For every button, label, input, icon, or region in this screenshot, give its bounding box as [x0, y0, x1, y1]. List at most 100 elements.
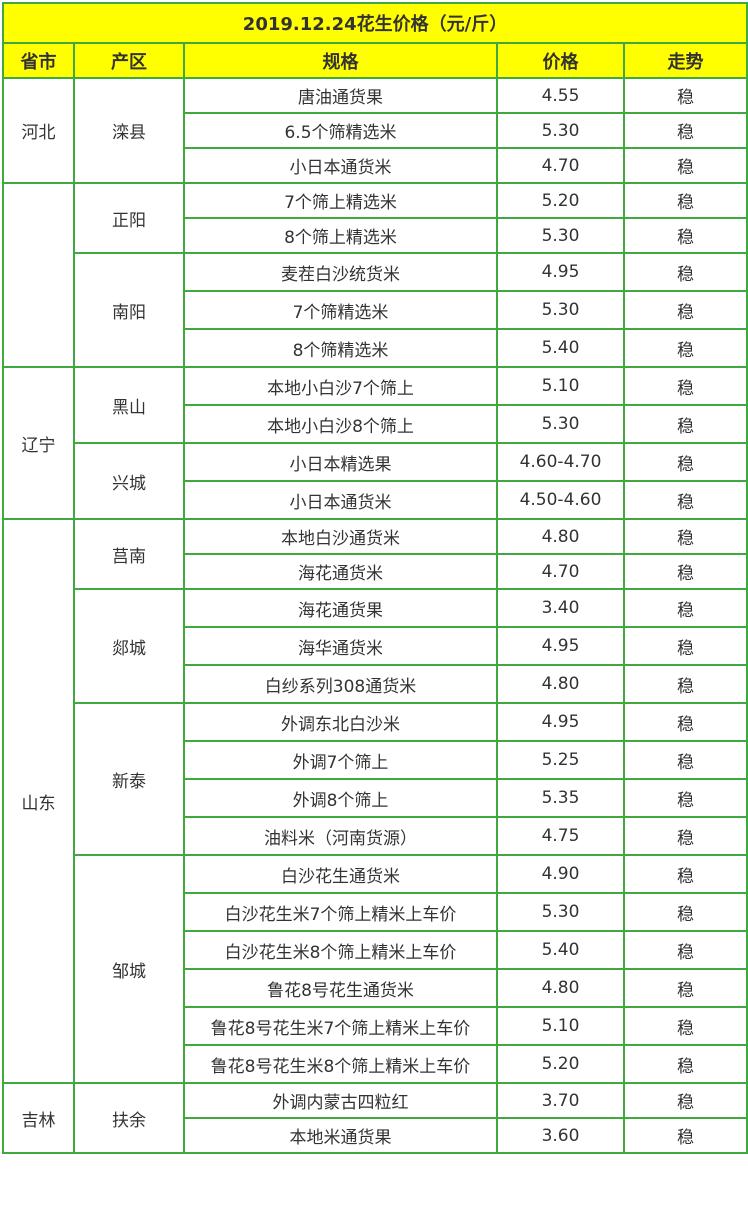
table-row: 8个筛精选米 5.40 稳	[3, 328, 748, 368]
price-cell: 5.20	[496, 1044, 625, 1084]
table-title: 2019.12.24花生价格（元/斤）	[1, 2, 748, 44]
spec-cell: 外调内蒙古四粒红	[183, 1082, 498, 1119]
table-row: 8个筛上精选米 5.30 稳	[3, 217, 748, 254]
spec-cell: 外调8个筛上	[183, 778, 498, 818]
table-row: 鲁花8号花生通货米 4.80 稳	[3, 968, 748, 1008]
table-row: 小日本通货米 4.50-4.60 稳	[3, 480, 748, 520]
table-row: 河北 滦县 唐油通货果 4.55 稳	[2, 77, 748, 184]
district-cell: 邹城	[73, 854, 185, 1084]
price-cell: 5.35	[496, 778, 625, 818]
trend-cell: 稳	[622, 112, 748, 149]
table-row: 本地小白沙8个筛上 5.30 稳	[3, 404, 748, 444]
spec-cell: 海华通货米	[183, 626, 498, 666]
district-cell: 新泰	[73, 702, 185, 856]
spec-cell: 海花通货果	[183, 588, 498, 628]
header-price: 价格	[496, 42, 625, 79]
table-row: 山东 莒南 本地白沙通货米 4.80 稳	[2, 518, 748, 1084]
header-spec: 规格	[183, 42, 498, 79]
price-cell: 5.10	[496, 366, 625, 406]
province-cell: 河北	[2, 77, 75, 184]
trend-cell: 稳	[622, 328, 748, 368]
peanut-price-table: 2019.12.24花生价格（元/斤） 省市 产区 规格 价格 走势 河北 滦县唐…	[1, 2, 748, 1154]
spec-cell: 本地小白沙8个筛上	[183, 404, 498, 444]
table-row: 小日本通货米 4.70 稳	[3, 147, 748, 184]
district-cell: 南阳	[73, 252, 185, 368]
table-row: 正阳 7个筛上精选米 5.20 稳	[2, 182, 748, 368]
spec-cell: 本地米通货果	[183, 1117, 498, 1154]
price-cell: 4.80	[496, 518, 625, 555]
price-cell: 4.75	[496, 816, 625, 856]
trend-cell: 稳	[622, 854, 748, 894]
table-row: 郯城 海花通货果 3.40 稳	[3, 588, 748, 704]
province-cell: 辽宁	[2, 366, 75, 520]
table-row: 7个筛精选米 5.30 稳	[3, 290, 748, 330]
spec-cell: 8个筛精选米	[183, 328, 498, 368]
price-cell: 5.40	[496, 930, 625, 970]
price-cell: 5.30	[496, 404, 625, 444]
spec-cell: 鲁花8号花生米8个筛上精米上车价	[183, 1044, 498, 1084]
trend-cell: 稳	[622, 816, 748, 856]
spec-cell: 鲁花8号花生通货米	[183, 968, 498, 1008]
table-row: 鲁花8号花生米8个筛上精米上车价 5.20 稳	[3, 1044, 748, 1084]
trend-cell: 稳	[622, 702, 748, 742]
table-row: 油料米（河南货源） 4.75 稳	[3, 816, 748, 856]
district-cell: 正阳	[73, 182, 185, 254]
spec-cell: 6.5个筛精选米	[183, 112, 498, 149]
trend-cell: 稳	[622, 290, 748, 330]
table-row: 南阳 麦茬白沙统货米 4.95 稳	[3, 252, 748, 368]
trend-cell: 稳	[622, 1082, 748, 1119]
spec-cell: 麦茬白沙统货米	[183, 252, 498, 292]
district-cell: 郯城	[73, 588, 185, 704]
trend-cell: 稳	[622, 626, 748, 666]
header-province: 省市	[2, 42, 75, 79]
trend-cell: 稳	[622, 480, 748, 520]
district-cell: 兴城	[73, 442, 185, 520]
trend-cell: 稳	[622, 147, 748, 184]
trend-cell: 稳	[622, 1006, 748, 1046]
price-cell: 5.25	[496, 740, 625, 780]
price-cell: 3.40	[496, 588, 625, 628]
price-cell: 4.80	[496, 968, 625, 1008]
price-cell: 4.95	[496, 702, 625, 742]
district-cell: 滦县	[73, 77, 185, 184]
trend-cell: 稳	[622, 930, 748, 970]
trend-cell: 稳	[622, 1044, 748, 1084]
price-cell: 5.30	[496, 217, 625, 254]
table-body: 河北 滦县 唐油通货果 4.55 稳 6.5个筛精选米 5.30 稳小日本通货米 4.70 稳正阳…	[2, 77, 748, 1154]
price-cell: 3.70	[496, 1082, 625, 1119]
spec-cell: 8个筛上精选米	[183, 217, 498, 254]
price-cell: 5.40	[496, 328, 625, 368]
spec-cell: 白沙花生米8个筛上精米上车价	[183, 930, 498, 970]
price-cell: 5.30	[496, 112, 625, 149]
spec-cell: 油料米（河南货源）	[183, 816, 498, 856]
trend-cell: 稳	[622, 366, 748, 406]
spec-cell: 外调东北白沙米	[183, 702, 498, 742]
price-cell: 3.60	[496, 1117, 625, 1154]
spec-cell: 白纱系列308通货米	[183, 664, 498, 704]
spec-cell: 鲁花8号花生米7个筛上精米上车价	[183, 1006, 498, 1046]
trend-cell: 稳	[622, 77, 748, 114]
table-row: 白纱系列308通货米 4.80 稳	[3, 664, 748, 704]
price-cell: 4.60-4.70	[496, 442, 625, 482]
district-cell: 黑山	[73, 366, 185, 444]
table-row: 海花通货米 4.70 稳	[3, 553, 748, 590]
trend-cell: 稳	[622, 588, 748, 628]
trend-cell: 稳	[622, 217, 748, 254]
province-cell	[2, 182, 75, 368]
trend-cell: 稳	[622, 968, 748, 1008]
price-cell: 4.70	[496, 553, 625, 590]
table-row: 兴城 小日本精选果 4.60-4.70 稳	[3, 442, 748, 520]
price-cell: 5.10	[496, 1006, 625, 1046]
spec-cell: 7个筛精选米	[183, 290, 498, 330]
trend-cell: 稳	[622, 252, 748, 292]
table-row: 邹城 白沙花生通货米 4.90 稳	[3, 854, 748, 1084]
table-row: 外调8个筛上 5.35 稳	[3, 778, 748, 818]
header-district: 产区	[73, 42, 185, 79]
province-cell: 吉林	[2, 1082, 75, 1154]
trend-cell: 稳	[622, 553, 748, 590]
trend-cell: 稳	[622, 740, 748, 780]
spec-cell: 小日本通货米	[183, 147, 498, 184]
spec-cell: 本地小白沙7个筛上	[183, 366, 498, 406]
spec-cell: 海花通货米	[183, 553, 498, 590]
price-cell: 4.80	[496, 664, 625, 704]
